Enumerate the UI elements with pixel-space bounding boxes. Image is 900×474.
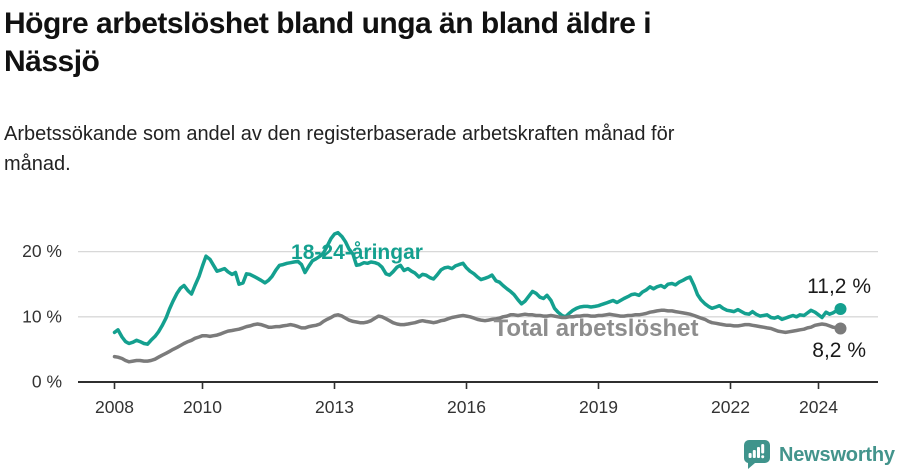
series-line-total bbox=[112, 308, 843, 364]
newsworthy-wordmark: Newsworthy bbox=[779, 443, 895, 466]
x-axis-tick-label: 2022 bbox=[711, 397, 750, 417]
newsworthy-chart-bubble-icon bbox=[744, 440, 770, 469]
series-end-dot-youth bbox=[834, 302, 847, 315]
x-axis-tick-label: 2019 bbox=[579, 397, 618, 417]
chart-subtitle: Arbetssökande som andel av den registerb… bbox=[4, 123, 675, 175]
chart-title: Högre arbetslöshet bland unga än bland ä… bbox=[4, 7, 652, 78]
series-line-youth bbox=[112, 230, 843, 346]
y-axis-tick-label: 20 % bbox=[22, 241, 62, 261]
series-inline-label-youth: 18-24-åringar bbox=[291, 241, 423, 264]
x-axis-tick-label: 2008 bbox=[95, 397, 134, 417]
y-axis-tick-label: 0 % bbox=[32, 372, 62, 392]
series-inline-label-total: Total arbetslöshet bbox=[494, 315, 699, 342]
series-end-dot-total bbox=[834, 322, 847, 335]
x-axis-tick-label: 2013 bbox=[315, 397, 354, 417]
x-axis-tick-label: 2024 bbox=[799, 397, 838, 417]
newsworthy-logo-link[interactable]: Newsworthy bbox=[744, 440, 895, 470]
x-axis-tick-label: 2010 bbox=[183, 397, 222, 417]
series-end-value-total: 8,2 % bbox=[812, 339, 866, 362]
x-axis-tick-label: 2016 bbox=[447, 397, 486, 417]
series-end-value-youth: 11,2 % bbox=[807, 275, 871, 298]
y-axis-tick-label: 10 % bbox=[22, 306, 62, 326]
